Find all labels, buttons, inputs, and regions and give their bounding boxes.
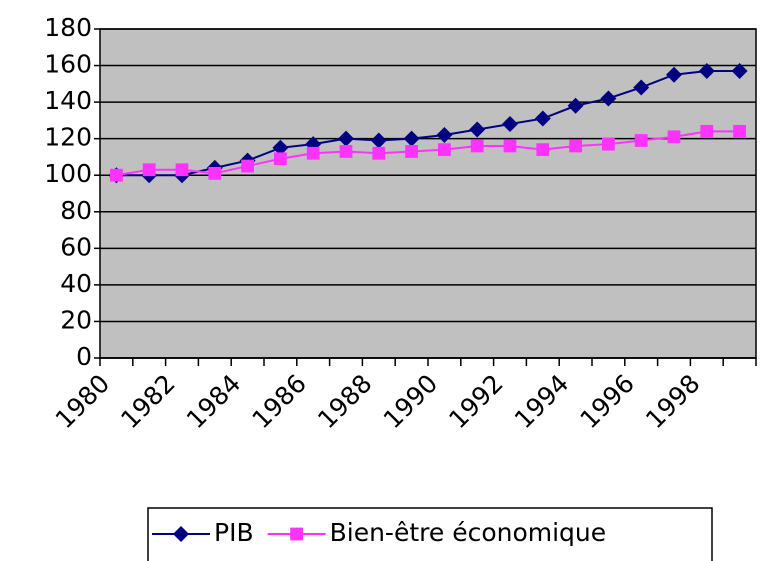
x-tick-label: 1986: [246, 369, 311, 434]
point: [372, 146, 386, 160]
point: [602, 137, 615, 151]
point: [110, 168, 123, 182]
point: [470, 139, 484, 153]
point: [469, 121, 486, 138]
x-tick-label: 1982: [115, 369, 180, 434]
point: [173, 526, 189, 542]
point: [700, 124, 714, 138]
y-tick-label: 60: [60, 232, 92, 261]
point: [306, 146, 320, 160]
x-tick-label: 1996: [574, 369, 639, 434]
x-tick-label: 1988: [312, 369, 377, 434]
point: [698, 63, 715, 80]
point: [208, 166, 222, 180]
y-tick-label: 140: [44, 86, 92, 115]
x-tick-label: 1994: [509, 369, 574, 434]
point: [338, 130, 354, 147]
point: [633, 79, 650, 96]
point: [142, 163, 156, 177]
y-tick-label: 40: [60, 269, 92, 298]
point: [175, 163, 189, 177]
y-tick-label: 160: [44, 50, 92, 79]
point: [274, 152, 287, 166]
point: [436, 127, 453, 144]
point: [731, 63, 748, 80]
y-tick-label: 20: [60, 305, 92, 334]
point: [567, 97, 584, 114]
x-tick-label: 1980: [50, 369, 115, 434]
point: [666, 66, 682, 83]
point: [667, 130, 681, 144]
legend-box: [147, 507, 713, 561]
point: [241, 159, 254, 173]
x-tick-label: 1990: [378, 369, 443, 434]
point: [534, 110, 551, 127]
point: [405, 145, 418, 158]
legend-label: PIB: [214, 518, 254, 547]
point: [634, 134, 648, 147]
y-tick-label: 80: [60, 196, 92, 225]
point: [370, 132, 387, 149]
x-tick-label: 1984: [181, 369, 246, 434]
point: [438, 143, 451, 157]
x-tick-label: 1998: [640, 369, 705, 434]
y-tick-label: 180: [44, 13, 92, 42]
point: [536, 143, 550, 157]
legend-label: Bien-être économique: [330, 518, 607, 547]
y-tick-label: 100: [44, 159, 92, 188]
point: [290, 527, 304, 541]
point: [339, 145, 353, 158]
point: [503, 139, 517, 153]
point: [403, 130, 420, 147]
plot-area: [99, 28, 757, 359]
point: [569, 139, 582, 153]
y-tick-label: 120: [44, 123, 92, 152]
point: [272, 139, 289, 156]
point: [600, 90, 617, 107]
point: [502, 116, 518, 133]
point: [733, 124, 746, 138]
x-tick-label: 1992: [443, 369, 508, 434]
y-tick-label: 0: [76, 342, 92, 371]
